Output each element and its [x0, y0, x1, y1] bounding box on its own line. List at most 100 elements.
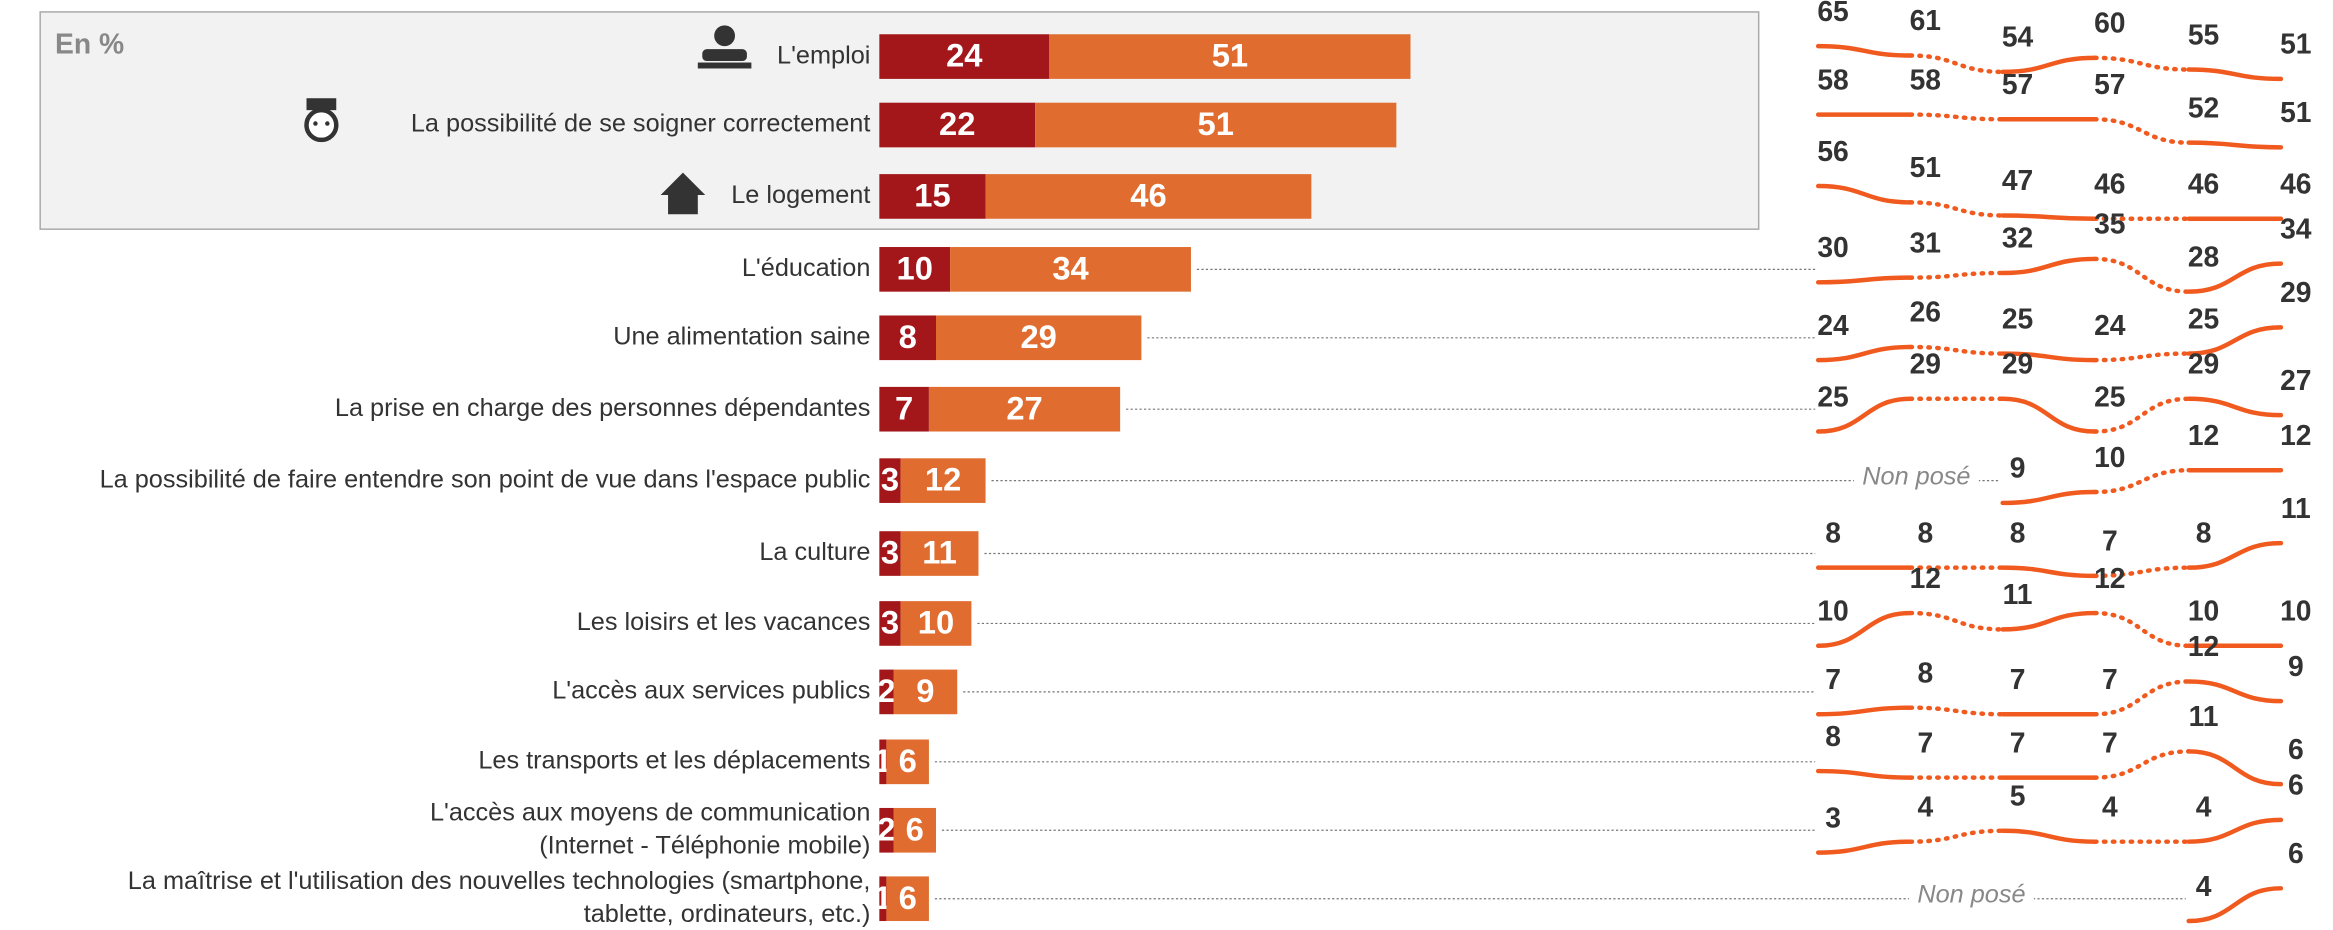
bar-value: 2	[877, 810, 895, 847]
bar-segment	[879, 807, 894, 853]
trend-value: 30	[1817, 231, 1848, 263]
bar-value: 51	[1212, 37, 1248, 74]
category-label: La possibilité de se soigner correctemen…	[411, 110, 871, 138]
trend-value: 6	[2288, 769, 2304, 801]
bar-segment	[928, 386, 1121, 432]
trend-value: 8	[1825, 516, 1841, 548]
trend-value: 46	[2188, 167, 2219, 199]
bar-value: 2	[877, 672, 895, 709]
bar-segment	[886, 739, 929, 785]
trend-value: 54	[2002, 21, 2034, 53]
trend-value: 10	[2280, 595, 2311, 627]
trend-value: 61	[1910, 4, 1941, 36]
category-label: L'emploi	[777, 41, 870, 69]
bar-segment	[879, 739, 887, 785]
trend-line	[2000, 828, 2098, 844]
bar-segment	[893, 807, 936, 853]
category-label: Une alimentation saine	[613, 322, 870, 350]
trend-line	[2092, 55, 2191, 72]
trend-value: 8	[1917, 656, 1933, 688]
category-label: La possibilité de faire entendre son poi…	[100, 465, 871, 493]
trend-value: 8	[2010, 516, 2026, 548]
trend-line	[2186, 67, 2284, 82]
trend-value: 10	[1817, 595, 1848, 627]
trend-value: 57	[2094, 68, 2125, 100]
trend-value: 8	[1917, 516, 1933, 548]
category-label: Le logement	[731, 181, 870, 209]
trend-line	[1815, 275, 1913, 285]
trend-line	[2186, 749, 2284, 787]
trend-line	[2000, 351, 2098, 363]
bar-segment	[879, 458, 901, 503]
category-label: L'éducation	[742, 254, 871, 282]
trend-line	[2186, 396, 2284, 418]
trend-line	[2000, 565, 2098, 579]
trend-line	[2000, 213, 2098, 221]
trend-value: 51	[2280, 28, 2311, 60]
trend-value: 27	[2280, 364, 2311, 396]
trend-value: 29	[2280, 276, 2311, 308]
trend-value: 11	[2003, 578, 2033, 610]
trend-value: 57	[2002, 68, 2033, 100]
trend-line	[2092, 117, 2191, 145]
trend-line	[2092, 610, 2191, 649]
trend-value: 10	[2188, 595, 2219, 627]
trend-value: 6	[2288, 733, 2304, 765]
trend-value: 9	[2288, 650, 2304, 682]
trend-value: 4	[1917, 790, 1933, 822]
category-label: tablette, ordinateurs, etc.)	[584, 900, 871, 928]
icon-home	[660, 172, 706, 215]
trend-line	[1815, 344, 1913, 363]
unit-note: En %	[55, 28, 124, 60]
trend-value: 3	[1825, 801, 1841, 833]
bar-segment	[893, 669, 958, 715]
trend-value: 25	[2094, 380, 2125, 412]
trend-value: 55	[2188, 18, 2219, 50]
trend-value: 56	[1817, 135, 1848, 167]
trend-line	[1908, 344, 2005, 356]
trend-value: 29	[2002, 348, 2033, 380]
bar-value: 7	[895, 389, 913, 426]
category-label: L'accès aux services publics	[552, 677, 870, 705]
trend-value: 6	[2288, 837, 2304, 869]
bar-value: 24	[946, 37, 983, 74]
trend-line	[1908, 200, 2005, 218]
trend-value: 58	[1910, 63, 1941, 95]
trend-line	[2186, 817, 2284, 844]
trend-value: 31	[1910, 226, 1941, 258]
trend-value: 25	[2188, 302, 2219, 334]
bar-value: 6	[899, 879, 917, 916]
icon-work	[697, 25, 752, 69]
trend-line	[2000, 256, 2098, 276]
trend-line	[2000, 489, 2098, 506]
trend-value: 12	[2094, 562, 2125, 594]
category-label: La maîtrise et l'utilisation des nouvell…	[128, 867, 871, 895]
icon-health	[304, 98, 339, 143]
trend-value: 35	[2094, 208, 2125, 240]
label-bg	[1908, 882, 2034, 916]
bar-value: 9	[916, 672, 934, 709]
trend-line	[2186, 140, 2284, 150]
trend-value: 12	[2280, 419, 2311, 451]
trend-line	[2186, 261, 2284, 294]
trend-line	[2186, 325, 2284, 356]
bar-segment	[879, 315, 936, 361]
trend-value: 26	[1910, 296, 1941, 328]
trend-value: 8	[2196, 516, 2212, 548]
trend-value: 60	[2094, 7, 2125, 39]
trend-value: 51	[1910, 151, 1941, 183]
trend-value: 34	[2280, 212, 2312, 244]
bar-value: 12	[925, 461, 961, 498]
trend-value: 11	[2189, 700, 2219, 732]
trend-value: 7	[2010, 663, 2026, 695]
trend-line	[2092, 467, 2191, 495]
trend-line	[2092, 396, 2191, 434]
bar-segment	[879, 34, 1050, 79]
bar-segment	[886, 876, 929, 922]
trend-line	[2186, 679, 2284, 704]
bar-value: 8	[899, 318, 917, 355]
bar-value: 27	[1006, 389, 1042, 426]
bar-segment	[900, 601, 972, 646]
trend-line	[2000, 55, 2098, 75]
